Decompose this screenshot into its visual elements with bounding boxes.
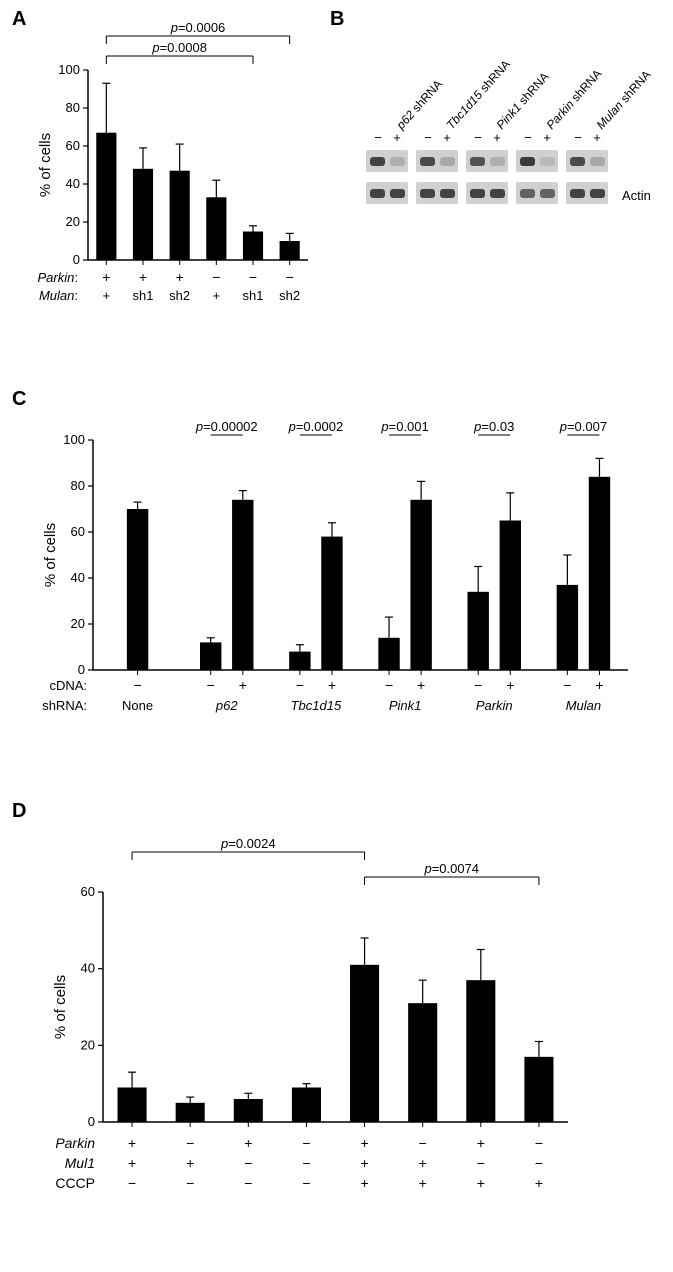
svg-text:Parkin: Parkin: [55, 1135, 95, 1151]
panel-a-label: A: [12, 8, 26, 31]
svg-text:p=0.00002: p=0.00002: [195, 419, 258, 434]
svg-text:80: 80: [71, 478, 85, 493]
svg-text:40: 40: [71, 570, 85, 585]
svg-text:+: +: [244, 1135, 252, 1151]
svg-text:−: −: [133, 677, 141, 693]
svg-text:0: 0: [78, 662, 85, 677]
panel-c-label: C: [12, 388, 26, 411]
panel-d-chart: 0 20 40 60 % of cells p=0.0024 p=0.0074 Parkin +…: [28, 812, 608, 1252]
blot-col-label: p62 shRNA: [394, 77, 445, 132]
svg-text:p=0.0006: p=0.0006: [170, 20, 226, 35]
svg-text:+: +: [360, 1175, 368, 1191]
svg-text:40: 40: [66, 176, 80, 191]
svg-text:+: +: [535, 1175, 543, 1191]
panel-b-label: B: [330, 8, 344, 31]
svg-text:−: −: [296, 677, 304, 693]
svg-text:40: 40: [81, 961, 95, 976]
svg-text:−: −: [249, 269, 257, 285]
svg-text:20: 20: [81, 1037, 95, 1052]
svg-text:+: +: [139, 269, 147, 285]
svg-text:0: 0: [73, 252, 80, 267]
svg-text:−: −: [385, 677, 393, 693]
svg-text:+: +: [595, 677, 603, 693]
panel-a-chart: 0 20 40 60 80 100 % of cells p=0.0008 p=0.0006 Pa…: [28, 20, 328, 370]
svg-text:−: −: [535, 1155, 543, 1171]
svg-text:+: +: [328, 677, 336, 693]
svg-text:20: 20: [66, 214, 80, 229]
svg-text:60: 60: [81, 884, 95, 899]
svg-text:+: +: [419, 1175, 427, 1191]
svg-text:shRNA:: shRNA:: [42, 698, 87, 713]
svg-text:100: 100: [63, 432, 85, 447]
svg-text:+: +: [417, 677, 425, 693]
svg-text:+: +: [506, 677, 514, 693]
svg-text:+: +: [102, 269, 110, 285]
svg-text:20: 20: [71, 616, 85, 631]
panel-b-blot: p62 shRNATbc1d15 shRNAPink1 shRNAParkin …: [360, 10, 660, 240]
svg-text:−: −: [477, 1155, 485, 1171]
svg-text:p=0.0074: p=0.0074: [423, 861, 479, 876]
svg-text:Pink1: Pink1: [389, 698, 422, 713]
svg-text:100: 100: [58, 62, 80, 77]
y-axis-label: % of cells: [37, 133, 54, 197]
svg-text:sh2: sh2: [169, 288, 190, 303]
svg-text:+: +: [360, 1135, 368, 1151]
svg-text:+: +: [176, 269, 184, 285]
svg-text:p62: p62: [215, 698, 238, 713]
svg-text:−: −: [419, 1135, 427, 1151]
svg-text:+: +: [477, 1175, 485, 1191]
svg-text:−: −: [207, 677, 215, 693]
y-axis-label: % of cells: [42, 523, 59, 587]
svg-text:−: −: [302, 1135, 310, 1151]
svg-text:Parkin: Parkin: [476, 698, 513, 713]
svg-text:p=0.0008: p=0.0008: [151, 40, 207, 55]
svg-text:+: +: [128, 1155, 136, 1171]
svg-text:+: +: [128, 1135, 136, 1151]
svg-text:−: −: [186, 1135, 194, 1151]
svg-text:−: −: [128, 1175, 136, 1191]
actin-label: Actin: [622, 188, 651, 203]
svg-text:−: −: [244, 1155, 252, 1171]
svg-text:0: 0: [88, 1114, 95, 1129]
svg-text:CCCP: CCCP: [55, 1175, 95, 1191]
svg-text:+: +: [213, 288, 221, 303]
svg-text:−: −: [535, 1135, 543, 1151]
svg-text:Parkin:: Parkin:: [38, 270, 78, 285]
svg-text:+: +: [239, 677, 247, 693]
svg-text:−: −: [474, 677, 482, 693]
svg-text:−: −: [302, 1175, 310, 1191]
svg-text:60: 60: [66, 138, 80, 153]
svg-text:p=0.007: p=0.007: [559, 419, 607, 434]
svg-text:p=0.0024: p=0.0024: [220, 836, 276, 851]
svg-text:Mulan: Mulan: [566, 698, 601, 713]
svg-text:cDNA:: cDNA:: [49, 678, 87, 693]
svg-text:−: −: [212, 269, 220, 285]
svg-text:−: −: [244, 1175, 252, 1191]
svg-text:−: −: [563, 677, 571, 693]
svg-text:+: +: [103, 288, 111, 303]
panel-d-label: D: [12, 800, 26, 823]
svg-text:−: −: [186, 1175, 194, 1191]
svg-text:p=0.001: p=0.001: [380, 419, 428, 434]
svg-text:Mulan:: Mulan:: [39, 288, 78, 303]
svg-text:p=0.03: p=0.03: [473, 419, 514, 434]
svg-text:−: −: [302, 1155, 310, 1171]
panel-c-chart: 0 20 40 60 80 100 % of cells p=0.00002 p=0.0002 p…: [28, 400, 648, 780]
svg-text:p=0.0002: p=0.0002: [288, 419, 344, 434]
svg-text:Tbc1d15: Tbc1d15: [291, 698, 342, 713]
svg-text:−: −: [286, 269, 294, 285]
svg-text:Mul1: Mul1: [65, 1155, 95, 1171]
svg-text:60: 60: [71, 524, 85, 539]
svg-text:+: +: [477, 1135, 485, 1151]
svg-text:sh1: sh1: [243, 288, 264, 303]
y-axis-label: % of cells: [52, 975, 69, 1039]
svg-text:None: None: [122, 698, 153, 713]
svg-text:+: +: [186, 1155, 194, 1171]
svg-text:sh1: sh1: [133, 288, 154, 303]
svg-text:80: 80: [66, 100, 80, 115]
svg-text:sh2: sh2: [279, 288, 300, 303]
svg-text:+: +: [419, 1155, 427, 1171]
svg-text:+: +: [360, 1155, 368, 1171]
